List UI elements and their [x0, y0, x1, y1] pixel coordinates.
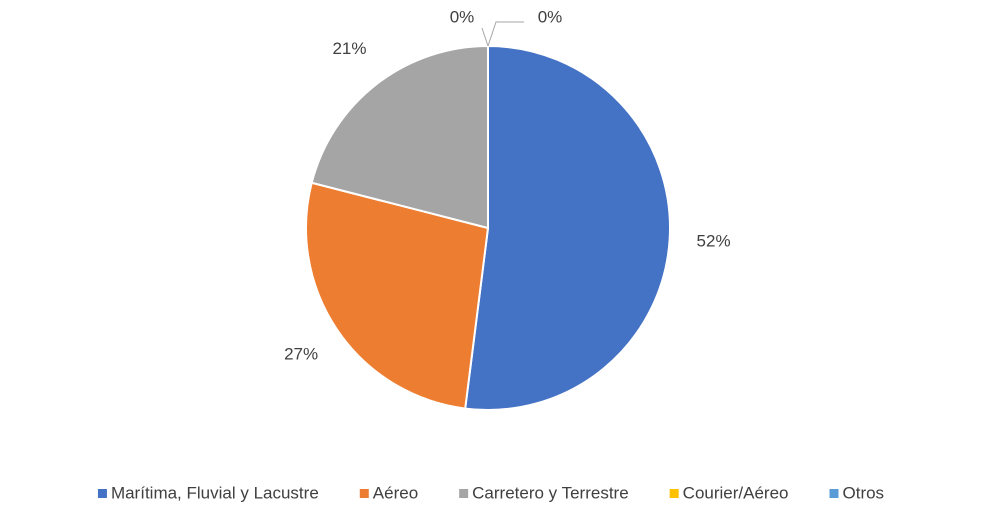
legend-swatch [669, 489, 679, 498]
legend-label: Carretero y Terrestre [472, 483, 629, 502]
pie-slice [305, 181, 490, 410]
leader-line [481, 27, 489, 47]
pie-slice [310, 44, 489, 230]
leader-line [487, 21, 524, 47]
data-label: 52% [697, 232, 731, 251]
legend-label: Marítima, Fluvial y Lacustre [111, 483, 319, 502]
legend-swatch [97, 489, 107, 498]
legend-label: Courier/Aéreo [683, 483, 789, 502]
legend-label: Otros [843, 483, 885, 502]
data-label: 0% [450, 7, 475, 26]
legend-swatch [359, 489, 369, 498]
pie-slice [464, 44, 671, 411]
legend-swatch [459, 489, 469, 498]
data-label: 0% [538, 7, 563, 26]
data-label: 21% [332, 39, 366, 58]
data-label: 27% [284, 345, 318, 364]
legend-swatch [829, 489, 839, 498]
legend-label: Aéreo [373, 483, 418, 502]
